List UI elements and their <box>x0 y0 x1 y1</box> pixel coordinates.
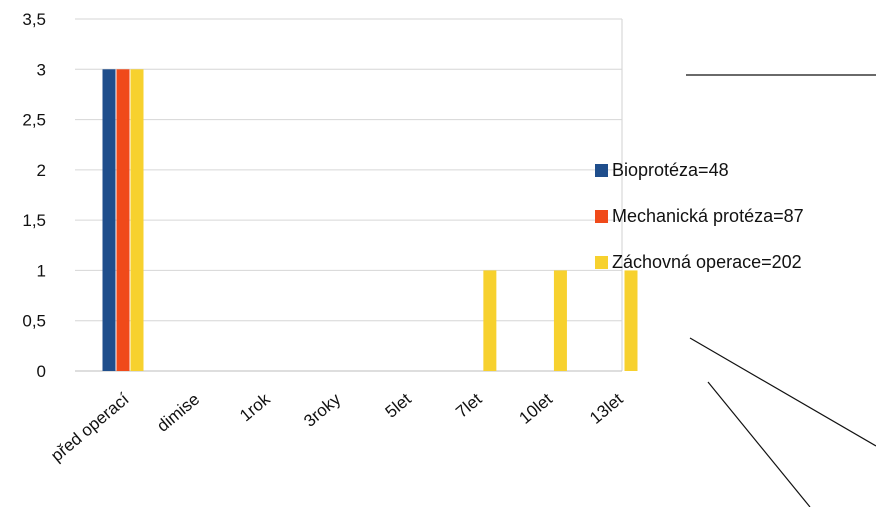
y-tick-label: 1 <box>37 261 46 280</box>
y-tick-label: 1,5 <box>22 211 46 230</box>
y-axis-tick-labels: 0 0,5 1 1,5 2 2,5 3 3,5 <box>22 10 46 381</box>
y-tick-label: 3,5 <box>22 10 46 29</box>
y-tick-label: 0 <box>37 362 46 381</box>
legend: Bioprotéza=48 Mechanická protéza=87 Záchov… <box>595 160 804 272</box>
y-tick-label: 3 <box>37 60 46 79</box>
y-tick-label: 0,5 <box>22 312 46 331</box>
gridlines <box>75 18 623 372</box>
x-category-label: dimise <box>153 390 203 436</box>
x-axis-category-labels: před operací dimise 1rok 3roky 5let 7let 10let… <box>47 389 627 465</box>
legend-label: Mechanická protéza=87 <box>612 206 804 226</box>
x-category-label: 3roky <box>300 389 344 431</box>
bar <box>102 69 116 372</box>
bar <box>624 270 638 371</box>
x-category-label: před operací <box>47 389 133 465</box>
y-tick-label: 2 <box>37 161 46 180</box>
legend-swatch <box>595 210 608 223</box>
x-category-label: 5let <box>382 389 415 421</box>
decorative-line-diagonal-1 <box>689 337 876 447</box>
bar <box>553 270 567 371</box>
legend-swatch <box>595 256 608 269</box>
legend-swatch <box>595 164 608 177</box>
decorative-line-diagonal-2 <box>707 381 811 507</box>
bar <box>130 69 144 372</box>
x-category-label: 7let <box>452 389 485 421</box>
bar <box>116 69 130 372</box>
x-category-label: 13let <box>586 389 627 427</box>
x-category-label: 10let <box>516 389 557 427</box>
y-tick-label: 2,5 <box>22 111 46 130</box>
legend-label: Bioprotéza=48 <box>612 160 729 180</box>
legend-label: Záchovná operace=202 <box>612 252 802 272</box>
bar <box>483 270 497 371</box>
x-category-label: 1rok <box>236 389 274 425</box>
bars <box>102 69 638 372</box>
